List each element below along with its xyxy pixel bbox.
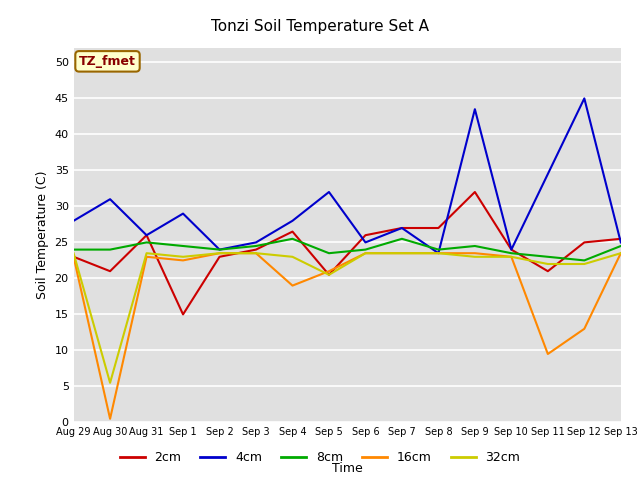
32cm [143, 251, 150, 256]
4cm [362, 240, 369, 245]
2cm [143, 232, 150, 238]
Line: 4cm: 4cm [74, 98, 621, 253]
8cm [143, 240, 150, 245]
16cm [617, 251, 625, 256]
16cm [325, 268, 333, 274]
32cm [289, 254, 296, 260]
16cm [435, 251, 442, 256]
16cm [70, 254, 77, 260]
2cm [435, 225, 442, 231]
Text: TZ_fmet: TZ_fmet [79, 55, 136, 68]
16cm [508, 254, 515, 260]
4cm [216, 247, 223, 252]
2cm [106, 268, 114, 274]
16cm [289, 283, 296, 288]
2cm [544, 268, 552, 274]
8cm [398, 236, 406, 242]
8cm [617, 243, 625, 249]
2cm [398, 225, 406, 231]
2cm [216, 254, 223, 260]
32cm [544, 261, 552, 267]
2cm [325, 272, 333, 277]
32cm [435, 251, 442, 256]
16cm [216, 251, 223, 256]
4cm [143, 232, 150, 238]
4cm [106, 196, 114, 202]
8cm [325, 251, 333, 256]
8cm [289, 236, 296, 242]
8cm [508, 251, 515, 256]
4cm [325, 189, 333, 195]
8cm [580, 257, 588, 263]
2cm [471, 189, 479, 195]
32cm [325, 272, 333, 277]
4cm [252, 240, 260, 245]
16cm [106, 416, 114, 422]
4cm [70, 218, 77, 224]
Text: Tonzi Soil Temperature Set A: Tonzi Soil Temperature Set A [211, 19, 429, 34]
32cm [362, 251, 369, 256]
2cm [617, 236, 625, 242]
16cm [143, 254, 150, 260]
32cm [508, 254, 515, 260]
8cm [544, 254, 552, 260]
2cm [508, 247, 515, 252]
16cm [252, 251, 260, 256]
32cm [617, 251, 625, 256]
16cm [544, 351, 552, 357]
4cm [580, 96, 588, 101]
32cm [216, 251, 223, 256]
2cm [289, 229, 296, 235]
8cm [362, 247, 369, 252]
32cm [398, 251, 406, 256]
2cm [362, 232, 369, 238]
Line: 32cm: 32cm [74, 253, 621, 383]
16cm [362, 251, 369, 256]
8cm [471, 243, 479, 249]
4cm [471, 107, 479, 112]
8cm [216, 247, 223, 252]
2cm [252, 247, 260, 252]
4cm [289, 218, 296, 224]
32cm [252, 251, 260, 256]
16cm [398, 251, 406, 256]
4cm [435, 251, 442, 256]
4cm [398, 225, 406, 231]
16cm [580, 326, 588, 332]
Y-axis label: Soil Temperature (C): Soil Temperature (C) [36, 171, 49, 300]
16cm [471, 251, 479, 256]
32cm [70, 251, 77, 256]
2cm [179, 312, 187, 317]
8cm [179, 243, 187, 249]
Line: 16cm: 16cm [74, 253, 621, 419]
32cm [580, 261, 588, 267]
8cm [252, 243, 260, 249]
4cm [617, 240, 625, 245]
16cm [179, 257, 187, 263]
32cm [106, 380, 114, 386]
Line: 2cm: 2cm [74, 192, 621, 314]
32cm [471, 254, 479, 260]
32cm [179, 254, 187, 260]
Legend: 2cm, 4cm, 8cm, 16cm, 32cm: 2cm, 4cm, 8cm, 16cm, 32cm [115, 446, 525, 469]
X-axis label: Time: Time [332, 462, 363, 475]
4cm [544, 171, 552, 177]
4cm [179, 211, 187, 216]
8cm [70, 247, 77, 252]
2cm [580, 240, 588, 245]
4cm [508, 247, 515, 252]
8cm [435, 247, 442, 252]
Line: 8cm: 8cm [74, 239, 621, 260]
8cm [106, 247, 114, 252]
2cm [70, 254, 77, 260]
